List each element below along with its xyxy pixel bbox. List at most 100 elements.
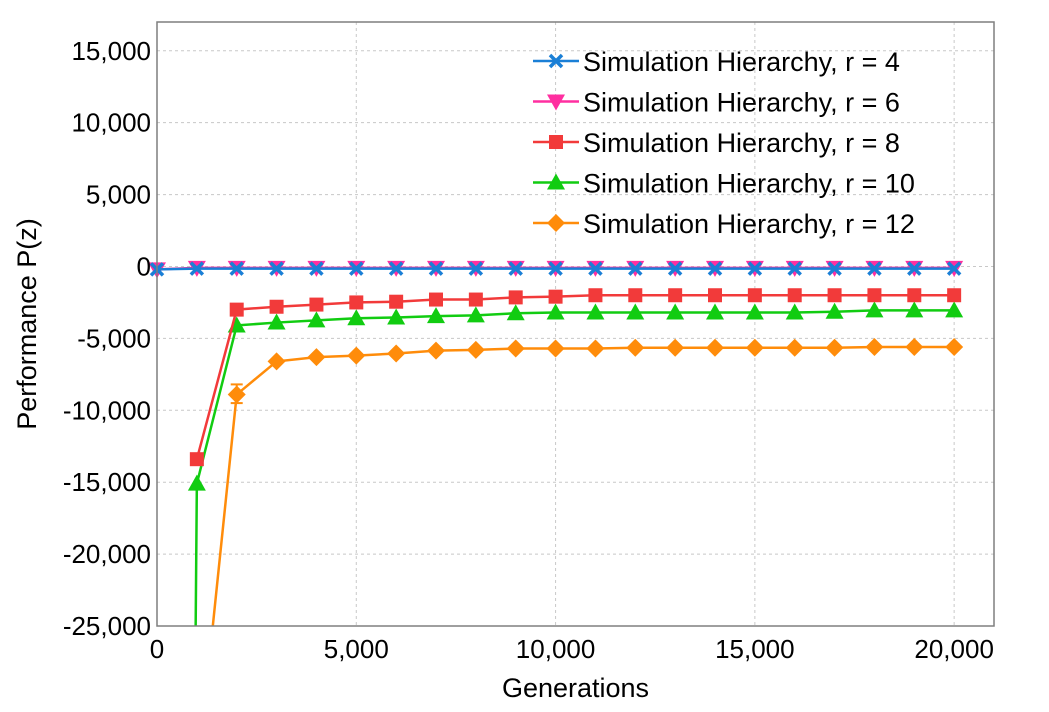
data-point [905,301,924,318]
data-point [907,288,922,303]
series-5 [211,338,964,627]
x-tick-label: 10,000 [516,634,596,664]
data-point [548,261,563,276]
plot-frame [156,21,995,627]
data-point [389,294,404,309]
data-point [827,288,842,303]
data-point [229,261,244,276]
legend-item: Simulation Hierarchy, r = 6 [533,88,900,118]
legend-item: Simulation Hierarchy, r = 12 [533,209,915,239]
data-point [506,339,525,358]
legend: Simulation Hierarchy, r = 4 Simulation Hi… [533,47,915,239]
data-point [626,338,645,357]
data-point [466,306,485,323]
data-point [747,288,762,303]
data-point [506,304,525,321]
data-point [187,474,206,491]
legend-marker [547,173,565,190]
data-point [946,261,962,276]
tick-labels: 0 5,000 10,000 15,000 20,000 -25,000 -20,000 -1… [63,36,994,664]
data-point [387,308,406,325]
data-point [628,261,643,276]
data-point [865,301,884,318]
data-point [548,289,563,304]
data-point [546,303,565,320]
legend-marker [549,135,563,149]
data-point [347,346,366,365]
series-1 [149,261,962,277]
data-point [827,261,842,276]
legend-marker [547,214,565,232]
data-point [787,288,802,303]
data-point [945,338,964,357]
data-point [785,338,804,357]
data-point [466,340,485,359]
x-tick-label: 15,000 [715,634,795,664]
y-tick-label: -15,000 [63,467,151,497]
data-point [307,348,326,367]
data-point [189,261,205,276]
data-point [666,338,685,357]
legend-item: Simulation Hierarchy, r = 10 [533,169,915,199]
data-point [307,311,326,328]
y-tick-label: 10,000 [71,108,151,138]
data-point [508,261,523,276]
data-point [388,261,404,276]
data-point [907,261,922,276]
legend-item: Simulation Hierarchy, r = 4 [533,47,900,77]
data-point [707,261,723,276]
data-point [349,295,364,310]
legend-label: Simulation Hierarchy, r = 8 [583,128,900,158]
data-point [666,303,685,320]
data-point [427,307,445,324]
data-point [468,292,483,307]
data-point [267,352,286,371]
data-point [546,339,565,358]
legend-marker [547,94,565,111]
data-point [349,261,364,276]
data-point [668,288,683,303]
data-point [269,261,284,276]
y-tick-label: 15,000 [71,36,151,66]
y-tick-label: -25,000 [63,611,151,641]
data-point [429,292,443,307]
data-point [588,288,603,303]
data-point [626,303,645,320]
legend-label: Simulation Hierarchy, r = 12 [583,209,915,239]
data-point [269,299,284,314]
y-axis-label: Performance P(z) [12,218,42,430]
data-point [708,288,722,303]
data-point [229,302,244,317]
data-point [508,290,523,305]
y-tick-label: 5,000 [86,180,151,210]
y-tick-label: -10,000 [63,395,151,425]
x-tick-label: 20,000 [914,634,994,664]
data-point [865,338,884,357]
data-point [628,288,643,303]
data-point [588,261,603,276]
data-point [825,338,844,357]
legend-label: Simulation Hierarchy, r = 10 [583,169,915,199]
legend-marker [548,53,564,69]
data-point [427,341,445,360]
x-axis-label: Generations [502,673,649,703]
data-point [785,303,804,320]
data-point [309,261,324,276]
data-point [745,303,764,320]
data-point [825,302,844,319]
y-tick-label: -20,000 [63,539,151,569]
data-point [267,313,286,330]
series-layer [148,260,964,627]
data-point [667,261,683,276]
data-point [309,297,324,312]
data-point [706,338,724,357]
y-tick-label: -5,000 [77,323,151,353]
data-point [387,344,406,363]
data-point [468,261,484,276]
legend-label: Simulation Hierarchy, r = 4 [583,47,900,77]
data-point [945,301,964,318]
data-point [747,261,763,276]
x-tick-label: 5,000 [324,634,389,664]
